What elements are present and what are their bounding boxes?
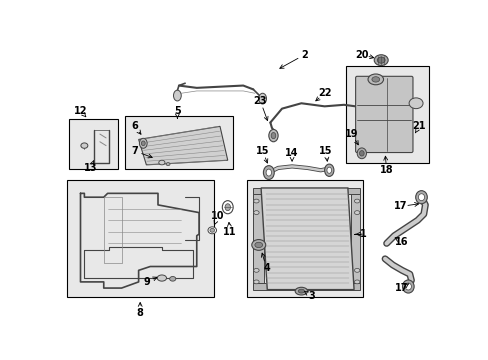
Ellipse shape [169,276,176,281]
Ellipse shape [157,275,166,281]
Text: 6: 6 [131,121,138,131]
Ellipse shape [141,141,145,145]
Ellipse shape [265,169,271,176]
Ellipse shape [173,90,181,101]
Ellipse shape [166,163,170,166]
Ellipse shape [270,132,275,139]
Bar [246,180,363,297]
Ellipse shape [224,204,230,211]
Text: 17: 17 [395,283,408,293]
Text: 20: 20 [354,50,368,60]
Bar [67,180,213,297]
Text: 19: 19 [345,129,358,139]
Bar [69,119,118,169]
Ellipse shape [253,211,259,215]
Ellipse shape [298,289,304,293]
Ellipse shape [354,269,359,272]
Ellipse shape [402,280,413,293]
Ellipse shape [354,211,359,215]
Text: 22: 22 [317,88,331,98]
Bar [350,191,360,287]
Text: 18: 18 [379,165,393,175]
Ellipse shape [405,283,410,290]
Ellipse shape [254,242,262,248]
Ellipse shape [251,239,265,250]
Ellipse shape [258,93,266,104]
Text: 11: 11 [223,227,236,237]
Ellipse shape [207,227,216,234]
Ellipse shape [408,98,422,109]
Text: 3: 3 [307,291,314,301]
Polygon shape [138,126,227,165]
Ellipse shape [263,166,274,180]
Ellipse shape [139,138,147,148]
Text: 7: 7 [131,146,138,156]
Ellipse shape [159,160,164,165]
Text: 14: 14 [285,148,298,158]
Text: 10: 10 [210,211,224,221]
Ellipse shape [377,57,384,63]
Text: 13: 13 [83,163,97,173]
Ellipse shape [356,148,366,159]
Ellipse shape [354,280,359,284]
Bar [125,116,233,169]
Text: 12: 12 [74,106,87,116]
Text: 15: 15 [319,146,332,156]
Text: 9: 9 [142,277,149,287]
Bar [253,191,264,287]
Bar [346,66,428,163]
FancyBboxPatch shape [355,76,412,153]
Text: 15: 15 [255,146,269,156]
Bar [253,283,360,289]
Text: 2: 2 [301,50,307,60]
Text: 21: 21 [411,121,425,131]
Ellipse shape [371,77,379,82]
Ellipse shape [418,194,424,201]
Ellipse shape [81,143,88,148]
Text: 17: 17 [393,202,407,211]
Text: 8: 8 [137,308,143,318]
Ellipse shape [253,269,259,272]
Text: 1: 1 [359,229,366,239]
Ellipse shape [367,74,383,85]
Polygon shape [261,188,353,289]
Ellipse shape [326,167,331,173]
Ellipse shape [295,287,307,295]
Ellipse shape [209,228,214,232]
Ellipse shape [253,280,259,284]
Ellipse shape [324,164,333,176]
Text: 16: 16 [395,237,408,247]
Ellipse shape [222,201,233,214]
Ellipse shape [253,199,259,203]
Ellipse shape [359,150,364,156]
Ellipse shape [354,199,359,203]
Text: 4: 4 [263,263,269,273]
Bar [253,188,360,194]
Ellipse shape [415,191,427,204]
Text: 5: 5 [174,106,181,116]
Ellipse shape [268,130,278,142]
Ellipse shape [373,55,387,66]
Text: 23: 23 [253,96,266,106]
